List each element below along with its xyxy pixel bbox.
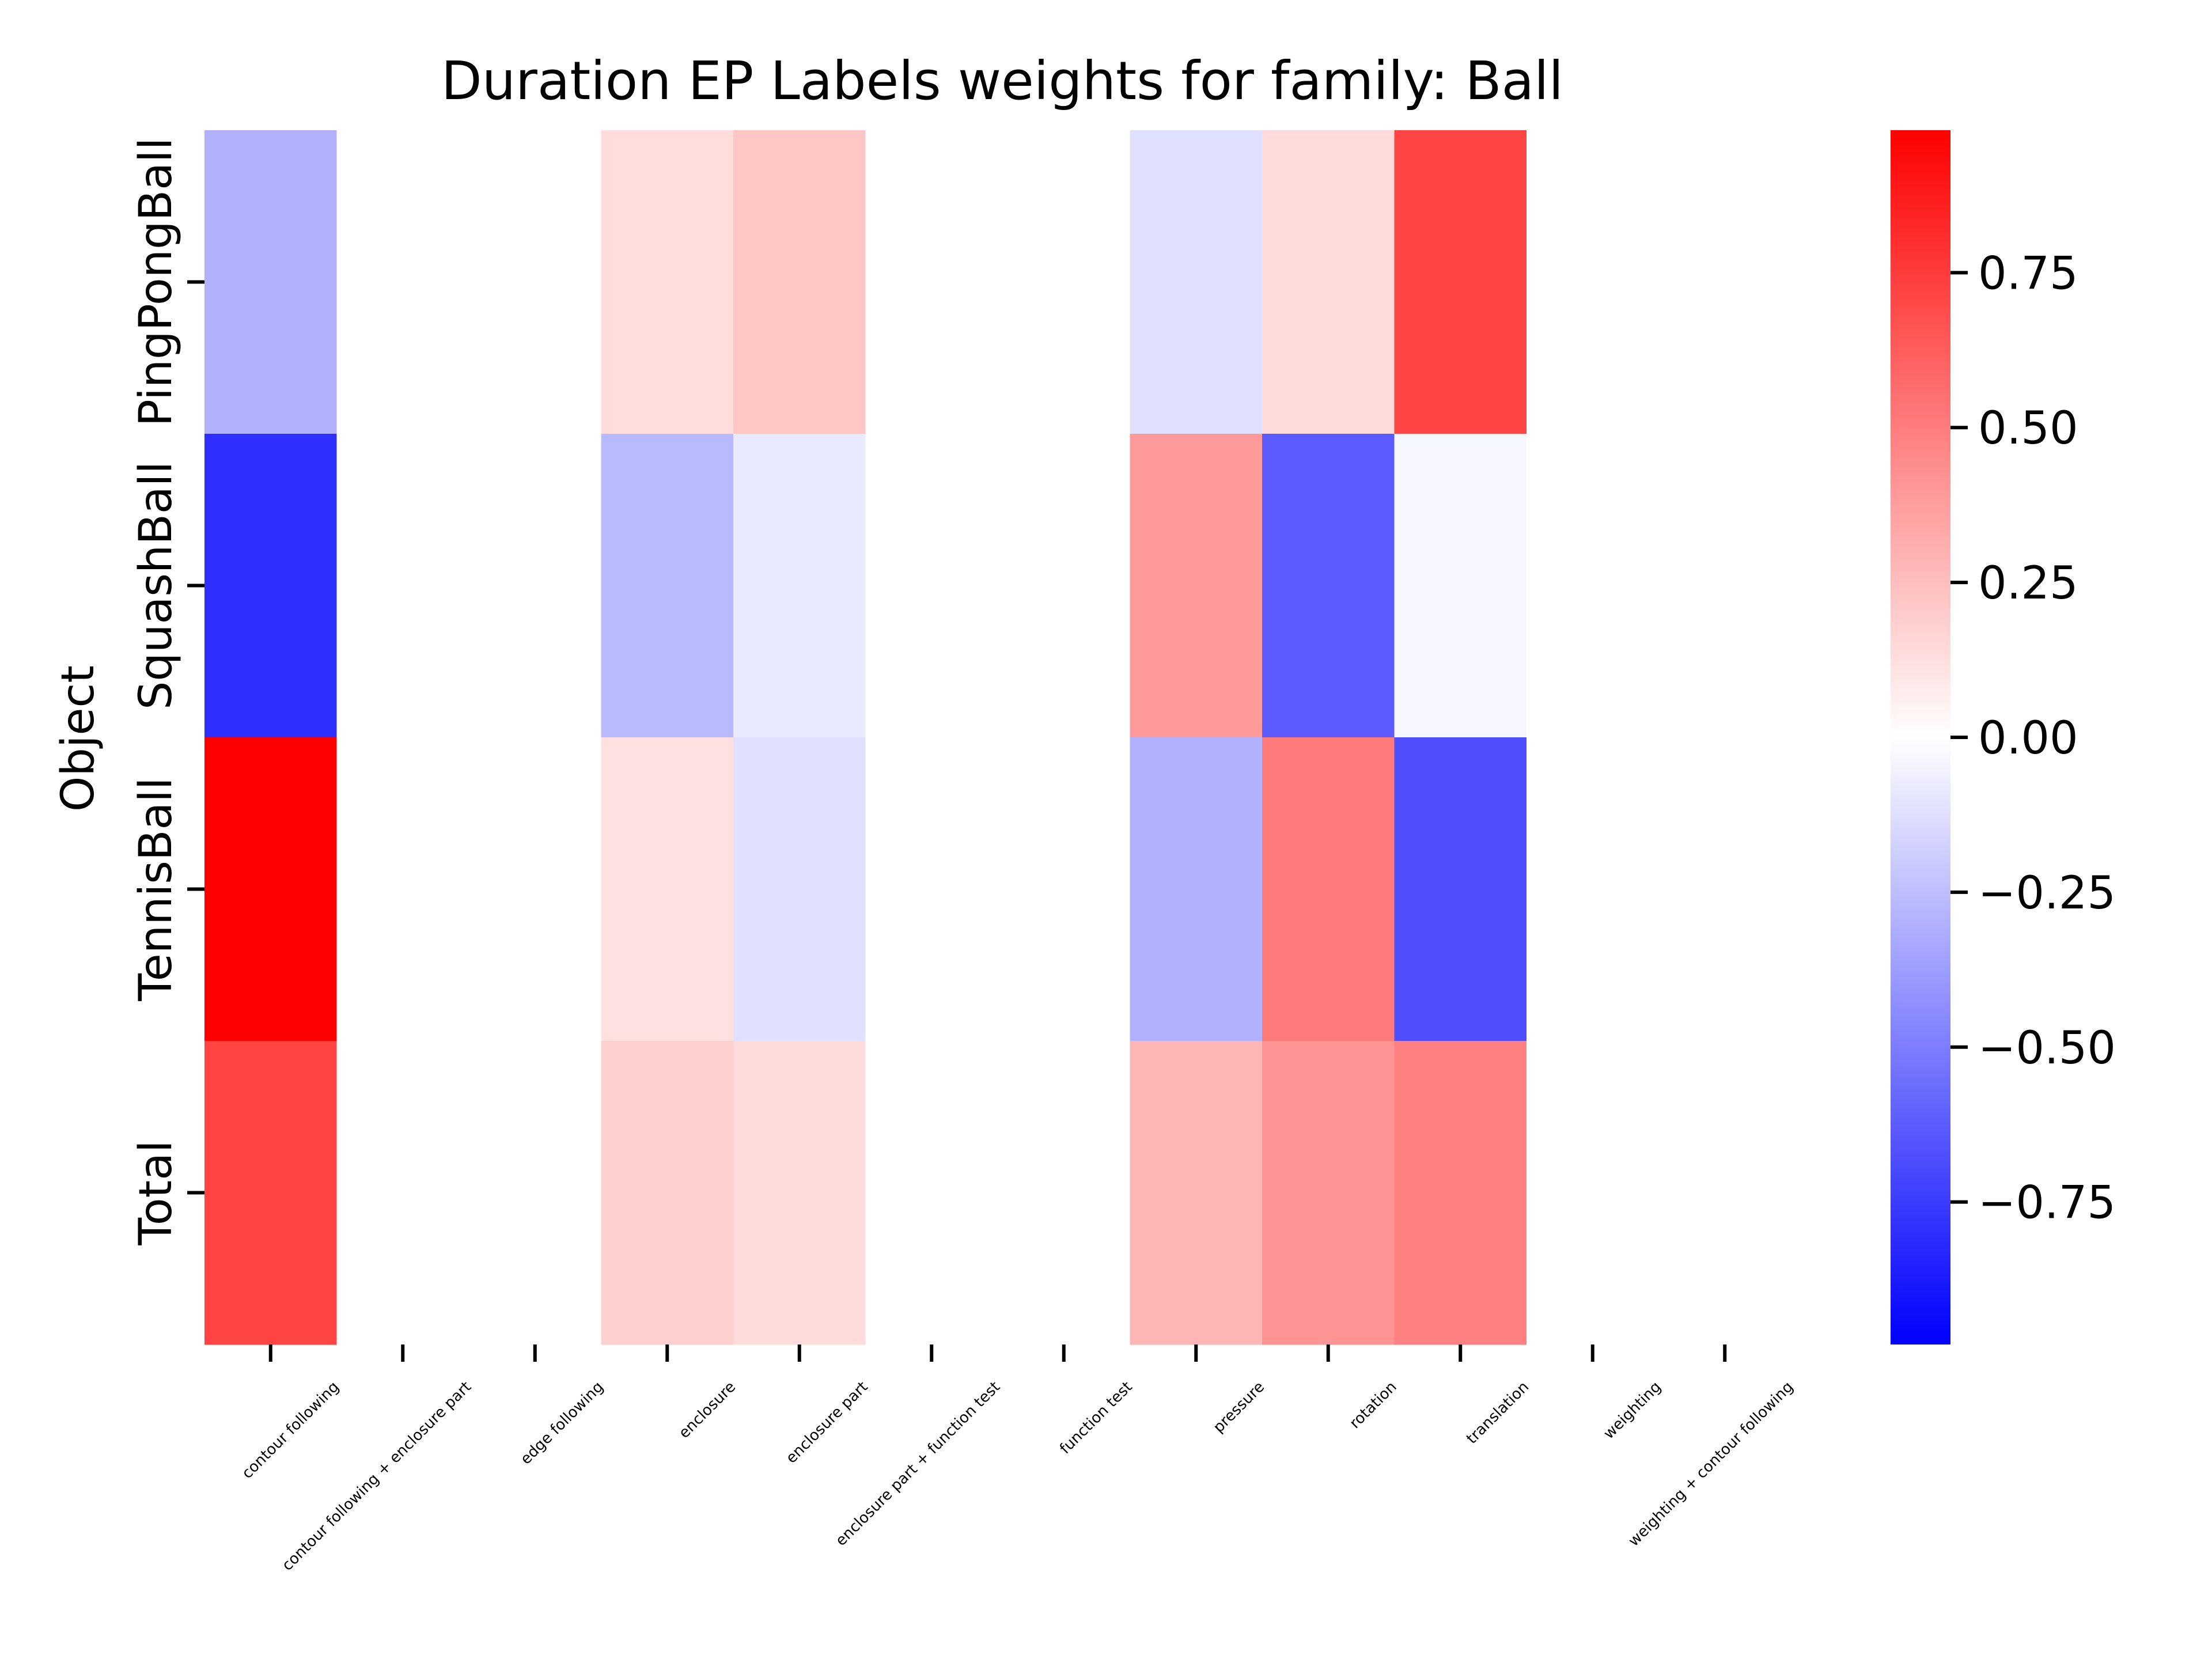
colorbar <box>1891 130 1950 1344</box>
heatmap-cell-tennisball-weighting <box>1527 737 1660 1041</box>
colorbar-tick-label: −0.25 <box>1978 868 2116 919</box>
colorbar-tick-label: 0.00 <box>1978 713 2078 764</box>
colorbar-tick-label: 0.25 <box>1978 558 2078 609</box>
heatmap-cell-squashball-enclosure-part <box>733 434 866 738</box>
heatmap-cell-total-weighting-contour-following <box>1658 1041 1791 1345</box>
heatmap-cell-pingpongball-enclosure <box>601 130 734 434</box>
x-tick-label: rotation <box>1346 1378 1400 1432</box>
heatmap-cell-total-pressure <box>1130 1041 1263 1345</box>
heatmap-cell-pingpongball-enclosure-part <box>733 130 866 434</box>
heatmap-cells <box>204 130 1791 1345</box>
heatmap-cell-pingpongball-weighting <box>1527 130 1660 434</box>
chart-title: Duration EP Labels weights for family: B… <box>441 50 1563 112</box>
heatmap-cell-tennisball-contour-following <box>204 737 338 1041</box>
heatmap-cell-tennisball-rotation <box>1262 737 1395 1041</box>
heatmap-cell-tennisball-pressure <box>1130 737 1263 1041</box>
heatmap-cell-total-enclosure-part <box>733 1041 866 1345</box>
heatmap-cell-tennisball-translation <box>1394 737 1527 1041</box>
y-tick-label: SquashBall <box>130 461 182 710</box>
heatmap-cell-total-enclosure <box>601 1041 734 1345</box>
heatmap-cell-tennisball-function-test <box>998 737 1131 1041</box>
x-tick-label: edge following <box>517 1378 607 1468</box>
x-tick-label: enclosure <box>676 1378 739 1442</box>
x-tick-label: translation <box>1463 1378 1532 1448</box>
heatmap-cell-squashball-translation <box>1394 434 1527 738</box>
heatmap-cell-squashball-function-test <box>998 434 1131 738</box>
y-axis-label: Object <box>52 665 104 812</box>
x-tick-label: function test <box>1056 1378 1135 1457</box>
heatmap-cell-squashball-contour-following <box>204 434 338 738</box>
heatmap-cell-total-translation <box>1394 1041 1527 1345</box>
heatmap-cell-pingpongball-contour-following-enclosure-part <box>336 130 469 434</box>
heatmap-cell-pingpongball-weighting-contour-following <box>1658 130 1791 434</box>
x-tick-label: contour following <box>238 1378 342 1482</box>
heatmap-cell-squashball-rotation <box>1262 434 1395 738</box>
heatmap-cell-total-edge-following <box>469 1041 602 1345</box>
x-tick-label: enclosure part <box>783 1378 872 1467</box>
y-tick-label: TennisBall <box>130 777 182 1001</box>
heatmap-cell-total-enclosure-part-function-test <box>865 1041 998 1345</box>
heatmap-cell-tennisball-enclosure-part <box>733 737 866 1041</box>
heatmap-cell-pingpongball-enclosure-part-function-test <box>865 130 998 434</box>
colorbar-tick-label: −0.75 <box>1978 1177 2116 1229</box>
heatmap-cell-tennisball-enclosure <box>601 737 734 1041</box>
heatmap-cell-total-function-test <box>998 1041 1131 1345</box>
heatmap-cell-total-rotation <box>1262 1041 1395 1345</box>
y-tick-label: Total <box>130 1140 182 1245</box>
heatmap-cell-total-contour-following-enclosure-part <box>336 1041 469 1345</box>
x-tick-label: enclosure part + function test <box>832 1378 1003 1550</box>
x-tick-label: weighting <box>1600 1378 1665 1443</box>
colorbar-tick-label: 0.75 <box>1978 248 2078 300</box>
heatmap-cell-pingpongball-contour-following <box>204 130 338 434</box>
heatmap-cell-tennisball-enclosure-part-function-test <box>865 737 998 1041</box>
heatmap-cell-squashball-pressure <box>1130 434 1263 738</box>
heatmap-cell-total-weighting <box>1527 1041 1660 1345</box>
heatmap-cell-pingpongball-translation <box>1394 130 1527 434</box>
colorbar-tick-label: −0.50 <box>1978 1022 2116 1074</box>
heatmap-cell-squashball-edge-following <box>469 434 602 738</box>
heatmap-cell-tennisball-edge-following <box>469 737 602 1041</box>
colorbar-tick-label: 0.50 <box>1978 403 2078 454</box>
heatmap-cell-squashball-enclosure <box>601 434 734 738</box>
heatmap-cell-total-contour-following <box>204 1041 338 1345</box>
heatmap-cell-pingpongball-function-test <box>998 130 1131 434</box>
heatmap-cell-pingpongball-rotation <box>1262 130 1395 434</box>
heatmap-cell-squashball-weighting-contour-following <box>1658 434 1791 738</box>
heatmap-cell-pingpongball-edge-following <box>469 130 602 434</box>
colorbar-ticks: 0.75 0.50 0.25 0.00 −0.25 −0.50 −0.75 <box>1950 248 2116 1229</box>
x-tick-label: pressure <box>1210 1378 1268 1437</box>
heatmap-cell-squashball-weighting <box>1527 434 1660 738</box>
heatmap-cell-squashball-contour-following-enclosure-part <box>336 434 469 738</box>
heatmap-cell-tennisball-contour-following-enclosure-part <box>336 737 469 1041</box>
heatmap-cell-pingpongball-pressure <box>1130 130 1263 434</box>
y-tick-label: PingPongBall <box>130 138 182 427</box>
heatmap-cell-squashball-enclosure-part-function-test <box>865 434 998 738</box>
heatmap-cell-tennisball-weighting-contour-following <box>1658 737 1791 1041</box>
y-axis-ticks: PingPongBall SquashBall TennisBall Total <box>130 138 204 1246</box>
